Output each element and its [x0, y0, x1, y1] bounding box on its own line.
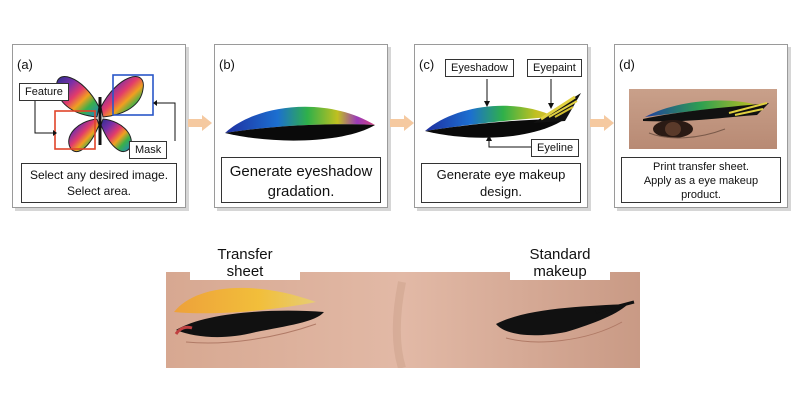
eyeshadow-callout: Eyeshadow	[445, 59, 514, 77]
panel-d-caption: Print transfer sheet. Apply as a eye mak…	[621, 157, 781, 203]
feature-callout: Feature	[19, 83, 69, 101]
comparison-photo	[166, 272, 640, 368]
standard-makeup-label: Standard makeup	[510, 246, 610, 280]
label-line: sheet	[226, 263, 264, 281]
caption-line: product.	[681, 188, 721, 201]
caption-line: Select any desired image.	[29, 168, 169, 182]
caption-line: gradation.	[267, 182, 335, 200]
eye-makeup-design-image	[425, 79, 581, 148]
panel-a-caption: Select any desired image. Select area.	[21, 163, 177, 203]
transfer-sheet-label: Transfer sheet	[190, 246, 300, 280]
caption-line: design.	[480, 183, 522, 199]
panel-c-label: (c)	[419, 57, 435, 72]
caption-line: Generate eye makeup	[436, 167, 566, 182]
panel-a-label: (a)	[17, 57, 33, 72]
label-line: Standard	[529, 246, 591, 263]
label-line: Transfer	[217, 246, 273, 263]
caption-line: Print transfer sheet.	[653, 161, 749, 173]
panel-d: (d) Print transfer sheet. Apply as a eye…	[614, 44, 788, 208]
panel-b: (b) Generate eyeshadow gradation.	[214, 44, 388, 208]
eyeshadow-gradation-image	[225, 106, 375, 141]
panel-b-caption: Generate eyeshadow gradation.	[221, 157, 381, 203]
caption-line: Apply as a eye makeup	[643, 174, 759, 187]
caption-line: Select area.	[66, 183, 132, 198]
label-line: makeup	[533, 263, 587, 281]
caption-line: Generate eyeshadow	[229, 163, 373, 180]
panel-c: (c) Eyeshadow Eyepaint Eyeline Generate …	[414, 44, 588, 208]
panel-d-label: (d)	[619, 57, 635, 72]
mask-callout: Mask	[129, 141, 168, 159]
eyeline-callout: Eyeline	[531, 139, 580, 157]
panel-c-caption: Generate eye makeup design.	[421, 163, 581, 203]
applied-makeup-photo	[629, 89, 777, 149]
flow-arrow-bc	[390, 115, 414, 131]
flow-arrow-cd	[590, 115, 614, 131]
panel-a: (a) Feature Mask Select a	[12, 44, 186, 208]
panel-b-label: (b)	[219, 57, 235, 72]
eyepaint-callout: Eyepaint	[527, 59, 582, 77]
flow-arrow-ab	[188, 115, 212, 131]
